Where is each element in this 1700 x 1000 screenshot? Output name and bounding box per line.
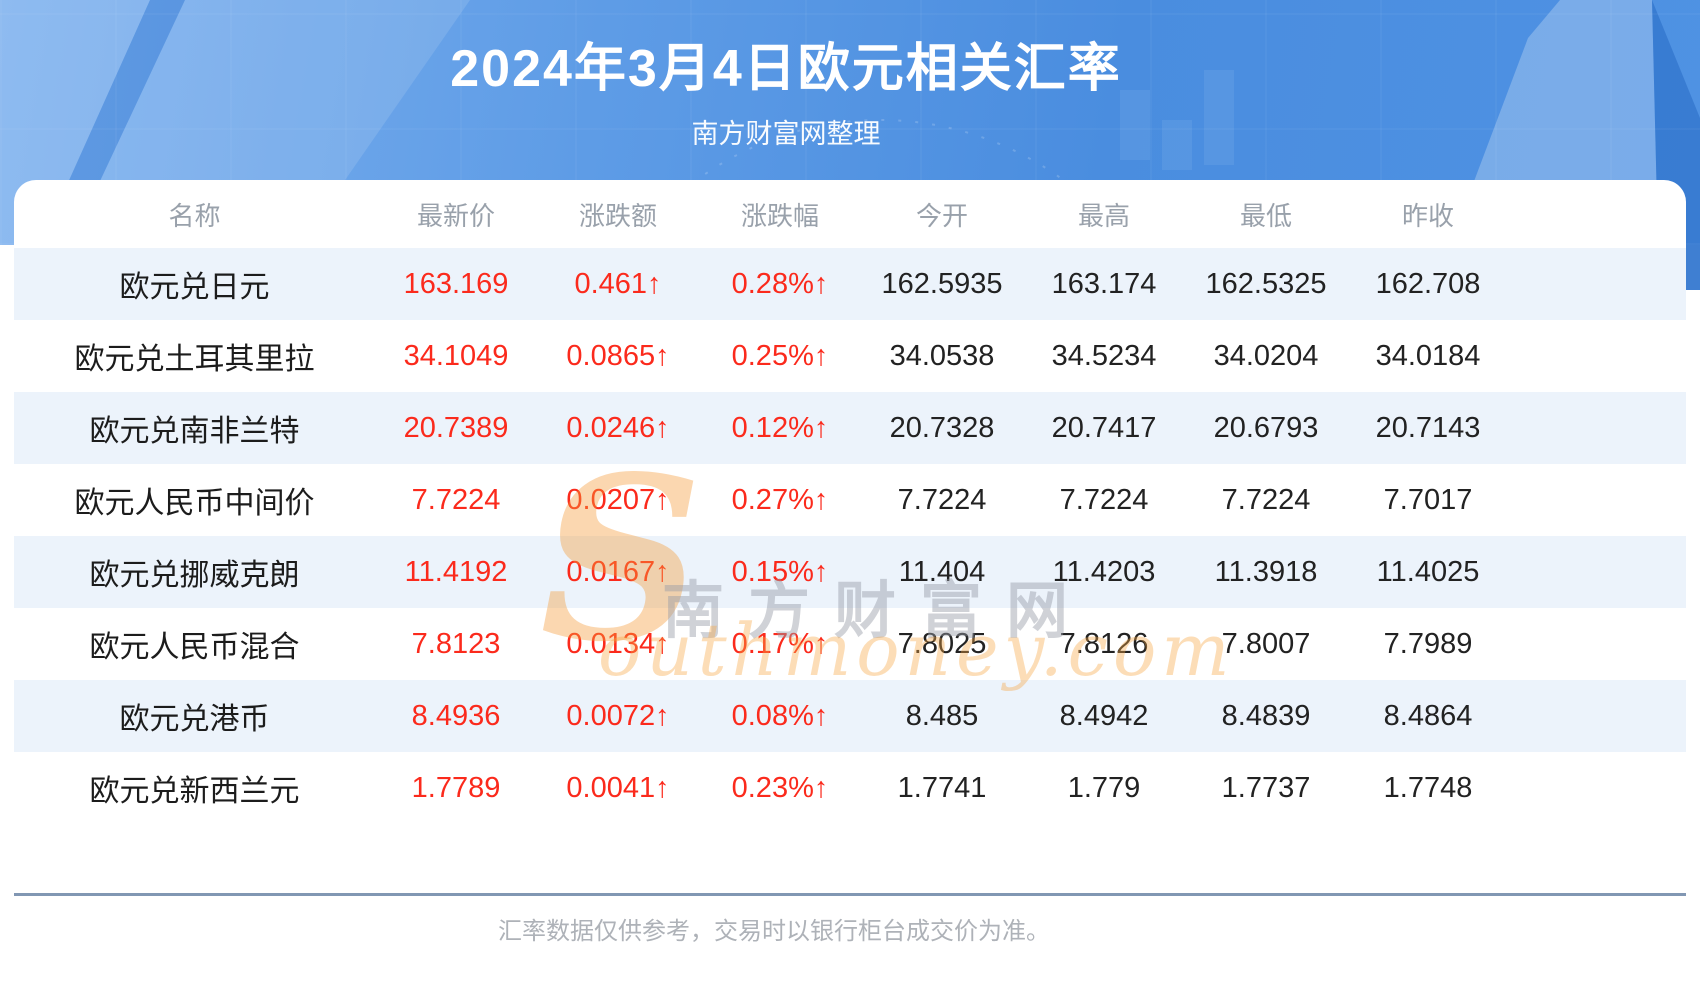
col-header-change: 涨跌额 — [578, 200, 657, 231]
banner — [0, 0, 1700, 245]
cell-change: 0.0167↑ — [566, 555, 670, 588]
cell-change: 0.0134↑ — [566, 627, 670, 660]
cell-high: 8.4942 — [1059, 699, 1149, 732]
col-header-latest: 最新价 — [416, 200, 495, 231]
cell-low: 34.0204 — [1213, 339, 1319, 372]
cell-change: 0.461↑ — [574, 267, 662, 300]
cell-pct: 0.08%↑ — [731, 699, 829, 732]
cell-low: 20.6793 — [1213, 411, 1319, 444]
table-row: 欧元兑日元 163.169 0.461↑ 0.28%↑ 162.5935 163… — [14, 248, 1686, 320]
cell-change: 0.0207↑ — [566, 483, 670, 516]
table-header-row: 名称 最新价 涨跌额 涨跌幅 今开 最高 最低 昨收 — [14, 180, 1686, 248]
cell-open: 11.404 — [898, 555, 986, 588]
table-row: 欧元兑土耳其里拉 34.1049 0.0865↑ 0.25%↑ 34.0538 … — [14, 320, 1686, 392]
cell-latest: 34.1049 — [403, 339, 509, 372]
col-header-high: 最高 — [1077, 200, 1130, 231]
cell-prev-close: 11.4025 — [1376, 555, 1480, 588]
cell-high: 7.7224 — [1059, 483, 1149, 516]
cell-high: 1.779 — [1067, 771, 1141, 804]
cell-pct: 0.25%↑ — [731, 339, 829, 372]
cell-open: 1.7741 — [897, 771, 987, 804]
cell-low: 7.8007 — [1221, 627, 1311, 660]
cell-open: 20.7328 — [889, 411, 995, 444]
cell-open: 7.8025 — [897, 627, 987, 660]
table-row: 欧元兑南非兰特 20.7389 0.0246↑ 0.12%↑ 20.7328 2… — [14, 392, 1686, 464]
cell-high: 7.8126 — [1059, 627, 1149, 660]
cell-latest: 163.169 — [403, 267, 509, 300]
cell-low: 11.3918 — [1214, 555, 1318, 588]
cell-prev-close: 20.7143 — [1375, 411, 1481, 444]
cell-name: 欧元兑日元 — [119, 271, 270, 304]
cell-high: 11.4203 — [1052, 555, 1156, 588]
cell-pct: 0.27%↑ — [731, 483, 829, 516]
cell-open: 34.0538 — [889, 339, 995, 372]
cell-name: 欧元兑挪威克朗 — [89, 559, 300, 592]
cell-change: 0.0246↑ — [566, 411, 670, 444]
cell-latest: 1.7789 — [411, 771, 501, 804]
col-header-prev-close: 昨收 — [1401, 200, 1454, 231]
cell-pct: 0.17%↑ — [731, 627, 829, 660]
cell-low: 8.4839 — [1221, 699, 1311, 732]
cell-low: 162.5325 — [1205, 267, 1327, 300]
col-header-open: 今开 — [915, 200, 968, 231]
cell-high: 34.5234 — [1051, 339, 1157, 372]
cell-name: 欧元兑港币 — [119, 703, 270, 736]
col-header-pct: 涨跌幅 — [740, 200, 819, 231]
cell-prev-close: 162.708 — [1375, 267, 1481, 300]
cell-change: 0.0072↑ — [566, 699, 670, 732]
table-row: 欧元人民币中间价 7.7224 0.0207↑ 0.27%↑ 7.7224 7.… — [14, 464, 1686, 536]
cell-latest: 20.7389 — [403, 411, 509, 444]
cell-name: 欧元人民币中间价 — [74, 487, 315, 520]
cell-pct: 0.28%↑ — [731, 267, 829, 300]
cell-latest: 8.4936 — [411, 699, 501, 732]
cell-prev-close: 7.7017 — [1383, 483, 1473, 516]
table-card: 名称 最新价 涨跌额 涨跌幅 今开 最高 最低 昨收 欧元兑日元 163.169… — [14, 180, 1686, 1000]
cell-name: 欧元人民币混合 — [89, 631, 300, 664]
cell-change: 0.0865↑ — [566, 339, 670, 372]
cell-latest: 7.8123 — [411, 627, 501, 660]
cell-high: 163.174 — [1051, 267, 1157, 300]
page-title: 2024年3月4日欧元相关汇率 — [450, 40, 1122, 98]
cell-prev-close: 34.0184 — [1375, 339, 1481, 372]
cell-prev-close: 8.4864 — [1383, 699, 1473, 732]
table-row: 欧元兑港币 8.4936 0.0072↑ 0.08%↑ 8.485 8.4942… — [14, 680, 1686, 752]
footer-note: 汇率数据仅供参考，交易时以银行柜台成交价为准。 — [498, 918, 1050, 945]
cell-high: 20.7417 — [1051, 411, 1157, 444]
cell-pct: 0.12%↑ — [731, 411, 829, 444]
cell-prev-close: 1.7748 — [1383, 771, 1473, 804]
cell-change: 0.0041↑ — [566, 771, 670, 804]
cell-name: 欧元兑南非兰特 — [89, 415, 300, 448]
cell-open: 162.5935 — [881, 267, 1003, 300]
cell-open: 8.485 — [905, 699, 979, 732]
cell-open: 7.7224 — [897, 483, 987, 516]
cell-prev-close: 7.7989 — [1383, 627, 1473, 660]
page-subtitle: 南方财富网整理 — [691, 119, 881, 149]
cell-pct: 0.23%↑ — [731, 771, 829, 804]
cell-latest: 11.4192 — [404, 555, 508, 588]
cell-latest: 7.7224 — [411, 483, 501, 516]
table-body: 欧元兑日元 163.169 0.461↑ 0.28%↑ 162.5935 163… — [14, 248, 1686, 824]
footer-divider — [14, 893, 1686, 896]
table-row: 欧元兑新西兰元 1.7789 0.0041↑ 0.23%↑ 1.7741 1.7… — [14, 752, 1686, 824]
cell-low: 7.7224 — [1221, 483, 1311, 516]
cell-low: 1.7737 — [1221, 771, 1311, 804]
cell-name: 欧元兑土耳其里拉 — [74, 343, 315, 376]
table-row: 欧元兑挪威克朗 11.4192 0.0167↑ 0.15%↑ 11.404 11… — [14, 536, 1686, 608]
col-header-low: 最低 — [1239, 200, 1292, 231]
table-row: 欧元人民币混合 7.8123 0.0134↑ 0.17%↑ 7.8025 7.8… — [14, 608, 1686, 680]
cell-pct: 0.15%↑ — [731, 555, 829, 588]
col-header-name: 名称 — [168, 200, 221, 231]
cell-name: 欧元兑新西兰元 — [89, 775, 300, 808]
banner-right-edge — [1686, 245, 1700, 290]
